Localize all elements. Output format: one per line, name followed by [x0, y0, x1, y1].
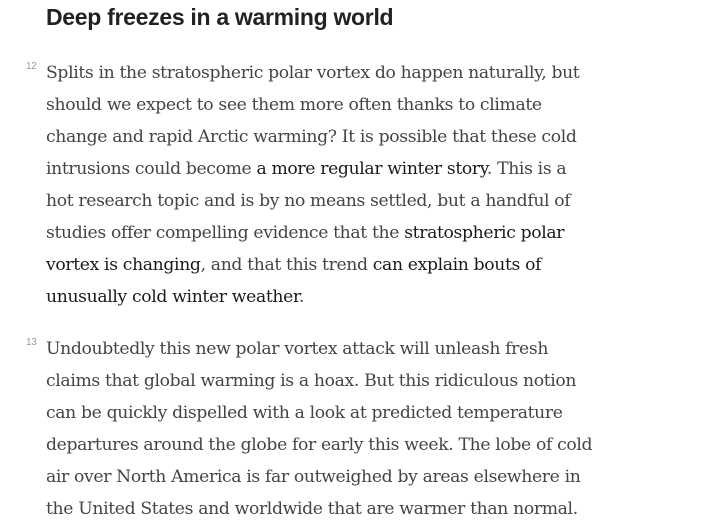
paragraph-13: 13 Undoubtedly this new polar vortex att… [26, 333, 593, 525]
text-segment: Splits in the stratospheric polar vortex… [46, 63, 580, 83]
text-segment: claims that global warming is a hoax. Bu… [46, 371, 577, 391]
text-line: Splits in the stratospheric polar vortex… [46, 57, 580, 89]
text-segment: air over North America is far outweighed… [46, 467, 581, 487]
text-line: can be quickly dispelled with a look at … [46, 397, 592, 429]
text-segment: the United States and worldwide that are… [46, 499, 578, 519]
text-segment: , and that this trend [200, 255, 373, 275]
paragraph-number: 12 [26, 61, 37, 72]
text-line: unusually cold winter weather. [46, 281, 579, 313]
text-segment: Undoubtedly this new polar vortex attack… [46, 339, 549, 359]
text-segment: should we expect to see them more often … [46, 95, 542, 115]
text-segment: departures around the globe for early th… [46, 435, 593, 455]
text-line: intrusions could become a more regular w… [46, 153, 579, 185]
text-segment: can be quickly dispelled with a look at … [46, 403, 563, 423]
text-line: change and rapid Arctic warming? It is p… [46, 121, 579, 153]
text-line: air over North America is far outweighed… [46, 461, 592, 493]
text-segment: intrusions could become [46, 159, 257, 179]
text-segment: . [298, 287, 305, 307]
inline-link[interactable]: a more regular winter story [256, 159, 487, 179]
text-line: departures around the globe for early th… [46, 429, 593, 461]
section-heading: Deep freezes in a warming world [46, 4, 394, 30]
text-segment: hot research topic and is by no means se… [46, 191, 571, 211]
inline-link[interactable]: unusually cold winter weather [46, 287, 299, 307]
paragraph-number: 13 [26, 337, 37, 348]
text-segment: change and rapid Arctic warming? It is p… [46, 127, 577, 147]
paragraph-12: 12 Splits in the stratospheric polar vor… [26, 57, 580, 313]
inline-link[interactable]: stratospheric polar [404, 223, 565, 243]
text-line: should we expect to see them more often … [46, 89, 579, 121]
text-line: studies offer compelling evidence that t… [46, 217, 579, 249]
text-line: vortex is changing, and that this trend … [46, 249, 579, 281]
text-line: claims that global warming is a hoax. Bu… [46, 365, 592, 397]
text-line: hot research topic and is by no means se… [46, 185, 579, 217]
inline-link[interactable]: vortex is changing [46, 255, 201, 275]
text-segment: studies offer compelling evidence that t… [46, 223, 405, 243]
text-line: the United States and worldwide that are… [46, 493, 592, 525]
text-line: Undoubtedly this new polar vortex attack… [46, 333, 592, 365]
text-segment: . This is a [486, 159, 567, 179]
inline-link[interactable]: can explain bouts of [372, 255, 542, 275]
